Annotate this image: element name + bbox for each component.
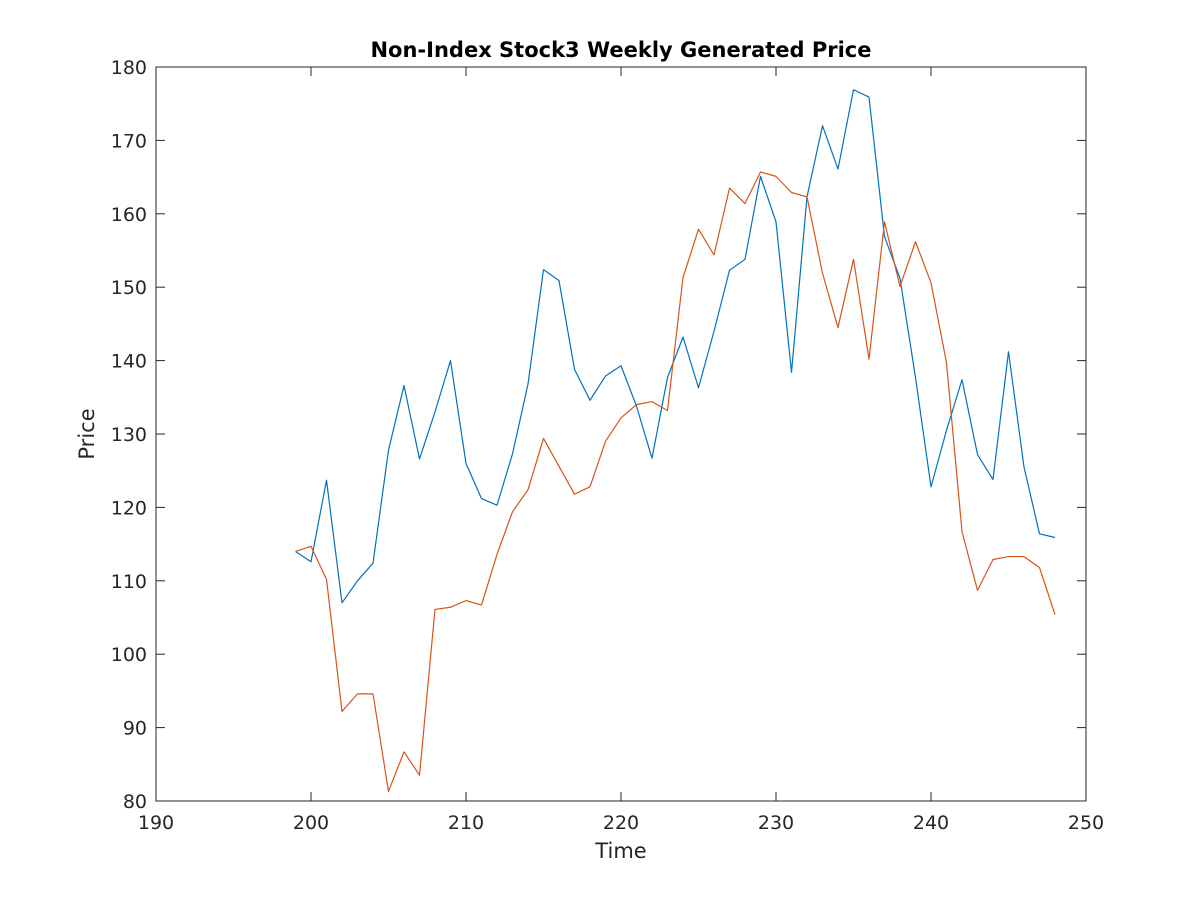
- y-tick-label: 170: [111, 130, 147, 152]
- x-tick-label: 220: [603, 812, 639, 834]
- chart-title: Non-Index Stock3 Weekly Generated Price: [370, 38, 871, 62]
- x-tick-label: 190: [138, 812, 174, 834]
- y-tick-label: 130: [111, 424, 147, 446]
- x-tick-labels: 190 200 210 220 230 240 250: [138, 812, 1104, 834]
- y-tick-label: 110: [111, 571, 147, 593]
- y-tick-labels: 80 90 100 110 120 130 140 150 160 170 180: [111, 57, 147, 813]
- y-tick-label: 140: [111, 351, 147, 373]
- x-axis-label: Time: [594, 839, 646, 863]
- x-tick-label: 230: [758, 812, 794, 834]
- y-axis-label: Price: [75, 408, 99, 459]
- y-tick-label: 180: [111, 57, 147, 79]
- series-line-1: [295, 89, 1056, 604]
- y-tick-label: 160: [111, 204, 147, 226]
- x-tick-label: 200: [293, 812, 329, 834]
- axes: [155, 66, 1087, 802]
- x-tick-label: 240: [913, 812, 949, 834]
- plot-area-border: [155, 66, 1087, 802]
- series-layer: [295, 89, 1056, 793]
- y-tick-label: 90: [123, 718, 147, 740]
- y-tick-label: 120: [111, 497, 147, 519]
- tick-marks: [155, 66, 1087, 802]
- x-tick-label: 250: [1068, 812, 1104, 834]
- y-tick-label: 100: [111, 644, 147, 666]
- x-tick-label: 210: [448, 812, 484, 834]
- y-tick-label: 150: [111, 277, 147, 299]
- y-tick-label: 80: [123, 791, 147, 813]
- series-line-2: [295, 171, 1056, 793]
